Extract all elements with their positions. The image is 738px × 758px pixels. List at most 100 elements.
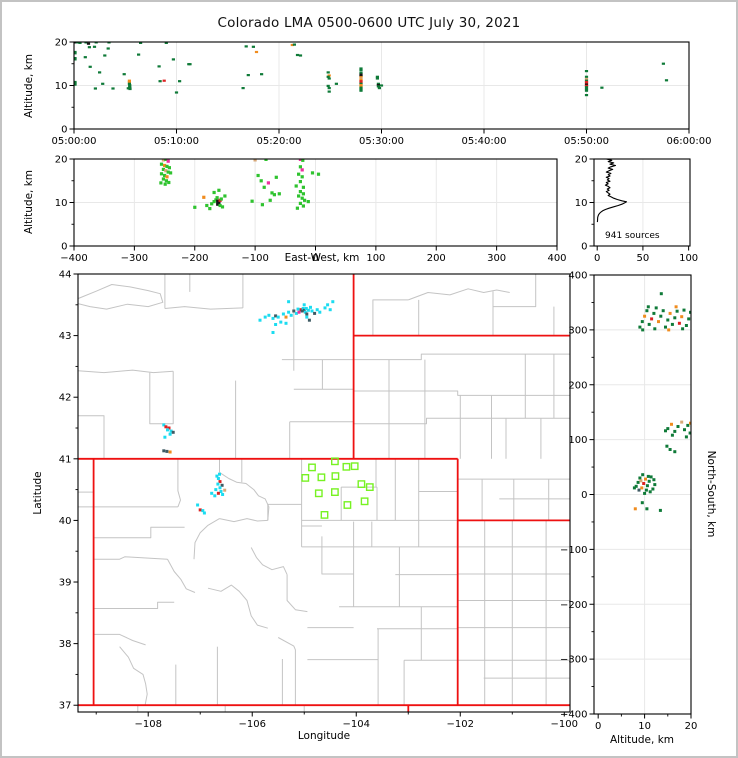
tick-label: 44 [59,270,72,281]
tick-label: −100 [551,719,578,730]
lightning-source-point [318,310,322,314]
lightning-source-point [157,65,161,68]
lightning-source-point [640,501,644,505]
lightning-source-point [271,331,275,334]
lightning-source-point [163,163,167,168]
lightning-source-point [287,310,291,314]
lightning-source-point [649,475,653,479]
lightning-source-point [75,42,79,44]
lightning-source-point [294,311,298,315]
county-border-line [493,274,537,308]
county-border-line [93,633,146,646]
lightning-source-point [584,79,589,82]
lightning-source-point [208,207,212,211]
lightning-source-point [201,509,205,513]
lightning-source-point [301,307,305,310]
lightning-source-point [647,479,651,483]
lightning-source-point [128,85,132,88]
lightning-source-point [294,184,298,188]
tick-label: 20 [575,155,588,166]
lightning-source-point [219,490,223,493]
lightning-source-point [326,75,330,78]
lightning-source-point [584,87,589,91]
lightning-source-point [673,429,677,433]
lightning-source-point [584,82,589,85]
lightning-source-point [281,312,285,316]
lightning-source-point [680,315,684,319]
lightning-source-point [639,479,643,483]
lightning-source-point [297,172,301,176]
lightning-source-point [661,62,665,65]
lightning-source-point [638,476,642,480]
lightning-source-point [636,480,640,484]
lightning-source-point [584,70,589,73]
lightning-source-point [303,310,307,314]
lightning-source-point [359,89,363,92]
lightning-source-point [171,430,175,434]
tick-label: 43 [59,331,72,342]
lightning-source-point [359,84,363,87]
lightning-source-point [664,325,667,329]
lightning-source-point [253,159,257,162]
county-border-line [321,536,354,575]
county-border-line [267,503,302,521]
tick-label: 0 [312,253,318,264]
lightning-source-point [684,324,688,327]
lightning-source-point [327,77,331,80]
lightning-source-point [677,321,681,325]
lightning-source-point [220,205,225,209]
tick-label: 300 [568,325,587,336]
lightning-source-point [323,306,327,310]
lightning-source-point [244,45,248,48]
panel-data-layer [594,159,690,246]
lightning-source-point [359,81,363,84]
lightning-source-point [327,87,331,90]
lma-station-marker [350,462,359,471]
lightning-source-point [300,309,304,313]
lightning-source-point [284,321,288,325]
lightning-source-point [359,69,363,72]
lightning-source-point [302,308,306,312]
lightning-source-point [266,181,270,185]
lightning-source-point [310,171,315,175]
lightning-source-point [310,309,314,313]
lightning-source-point [292,309,296,313]
lightning-source-point [359,74,363,77]
lightning-source-point [164,425,168,429]
lightning-source-point [297,194,301,198]
lightning-source-point [642,482,646,485]
county-border-line [93,526,185,539]
county-border-line [78,415,105,459]
lma-station-marker [357,480,366,488]
lightning-source-point [88,65,92,68]
tick-label: 05:50:00 [564,136,609,147]
tick-label: 05:40:00 [462,136,507,147]
figure-title: Colorado LMA 0500-0600 UTC July 30, 2021 [217,15,521,31]
lightning-source-point [670,322,674,326]
lightning-source-point [106,47,110,50]
lightning-source-point [658,508,662,512]
lightning-source-point [165,449,169,453]
lightning-source-point [159,162,164,166]
lightning-source-point [260,73,264,76]
lightning-source-point [653,483,657,487]
lightning-source-point [646,474,650,478]
lightning-source-point [316,172,321,176]
lightning-source-point [264,159,268,161]
tick-label: −104 [343,719,370,730]
lightning-source-point [689,310,691,314]
axis-label: East-West, km [285,252,360,264]
axis-label: Altitude, km [23,54,35,118]
lightning-source-point [661,309,665,313]
county-border-line [353,353,570,361]
lightning-source-point [292,43,296,46]
lightning-source-point [290,43,294,47]
lightning-source-point [675,309,679,313]
lightning-source-point [305,312,309,316]
lightning-source-point [202,195,206,199]
county-border-line [353,390,570,396]
lightning-source-point [665,444,669,448]
lightning-source-point [298,159,302,161]
lightning-source-point [167,180,171,185]
tick-label: 10 [55,81,68,92]
